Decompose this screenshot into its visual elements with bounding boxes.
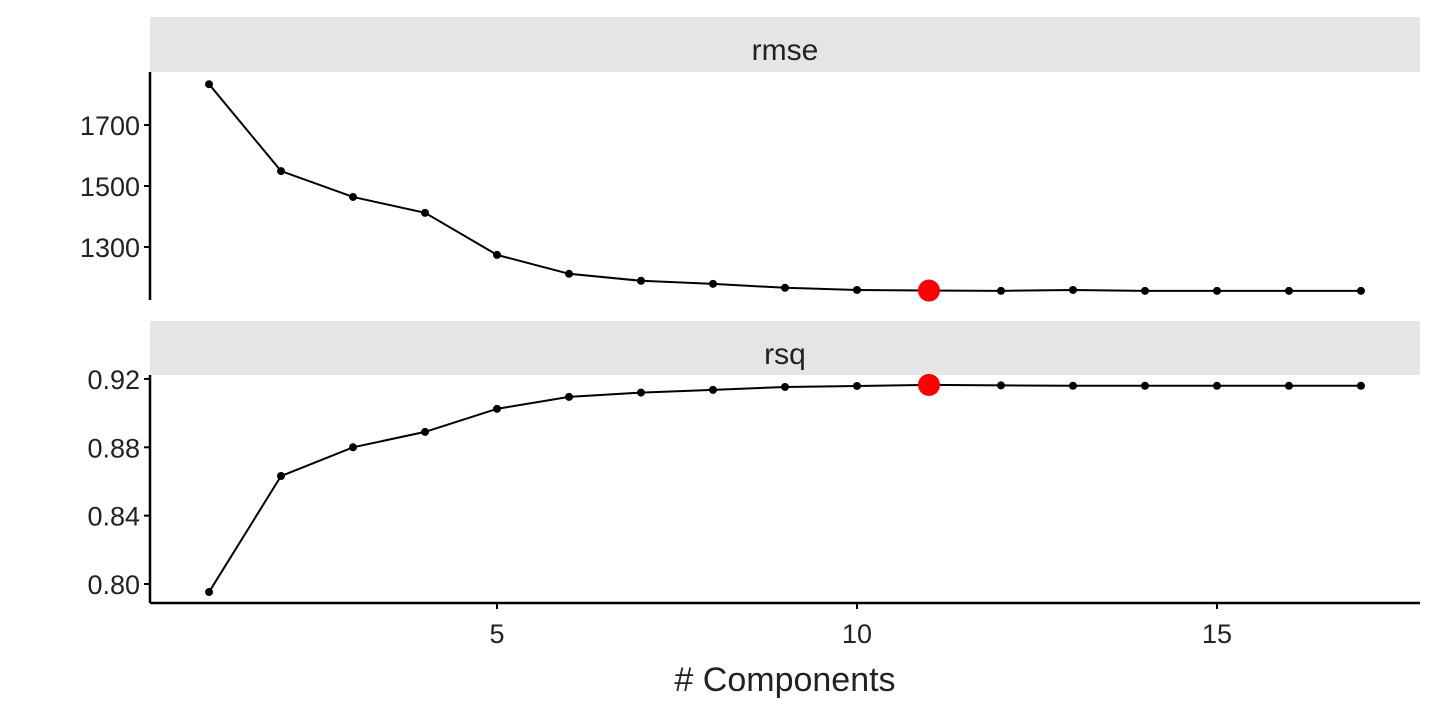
data-point	[637, 276, 646, 285]
data-point	[852, 381, 861, 390]
data-point	[781, 382, 789, 391]
data-point	[1356, 381, 1365, 390]
data-point	[709, 279, 718, 288]
data-point	[205, 80, 214, 89]
data-point	[1068, 381, 1077, 390]
data-point	[852, 285, 861, 294]
data-point	[421, 427, 430, 436]
data-point	[709, 385, 718, 394]
data-point	[1212, 381, 1221, 390]
data-point	[781, 283, 789, 292]
y-tick-label: 1300	[80, 233, 140, 263]
y-tick-label: 0.80	[87, 570, 140, 600]
y-tick-label: 0.88	[87, 433, 140, 463]
data-point	[565, 269, 574, 278]
y-tick-label: 0.84	[87, 502, 140, 532]
data-point	[205, 588, 214, 597]
data-point	[637, 388, 646, 397]
series-line-rmse	[208, 83, 1361, 292]
x-tick-label: 5	[490, 619, 505, 649]
best-point-marker	[917, 279, 940, 302]
data-point	[277, 167, 286, 176]
facet-strip-rsq	[150, 321, 1420, 375]
y-tick-label: 1700	[80, 111, 140, 141]
data-point	[493, 250, 502, 259]
y-tick-label: 0.92	[87, 365, 140, 395]
best-point-marker	[917, 373, 940, 396]
data-point	[996, 286, 1005, 295]
data-point	[996, 381, 1005, 390]
data-point	[421, 208, 430, 217]
x-tick-label: 10	[842, 619, 872, 649]
data-point	[1140, 286, 1149, 295]
x-tick-label: 15	[1202, 619, 1232, 649]
data-point	[1284, 286, 1293, 295]
data-point	[1356, 286, 1365, 295]
data-point	[1068, 285, 1077, 294]
data-point	[349, 443, 358, 452]
data-point	[1284, 381, 1293, 390]
data-point	[277, 472, 286, 481]
data-point	[349, 192, 358, 201]
series-line-rsq	[208, 383, 1361, 593]
facet-strip-label: rsq	[764, 338, 806, 371]
y-tick-label: 1500	[80, 172, 140, 202]
data-point	[1140, 381, 1149, 390]
data-point	[1212, 286, 1221, 295]
facet-strip-rmse	[150, 17, 1420, 72]
data-point	[565, 392, 574, 401]
data-point	[493, 404, 502, 413]
x-axis-label: # Components	[674, 661, 895, 699]
facet-strip-label: rmse	[752, 34, 819, 67]
